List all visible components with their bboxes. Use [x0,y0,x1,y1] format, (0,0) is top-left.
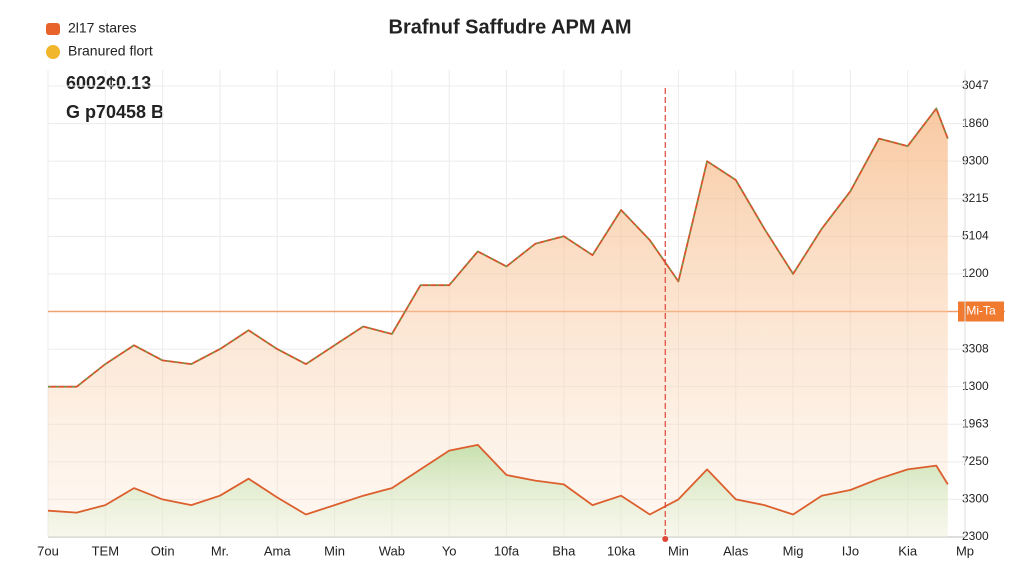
x-tick-label: Wab [379,543,405,558]
reference-marker [662,536,669,542]
x-tick-label: Kia [898,543,918,558]
x-tick-label: Ama [264,543,292,558]
area [48,444,948,537]
y-tick-label: 1200 [962,266,989,280]
x-tick-label: Mp [956,543,974,558]
annotation: G p70458 B [66,102,164,122]
x-tick-label: Min [324,543,345,558]
x-tick-label: Mr. [211,543,229,558]
x-tick-label: Yo [442,543,457,558]
x-tick-label: Bha [552,543,576,558]
x-tick-label: IJo [842,543,859,558]
legend-marker [46,23,60,35]
y-tick-label: Mi-Ta [966,304,996,318]
x-tick-label: Otin [151,543,175,558]
x-tick-label: 10fa [494,543,520,558]
x-tick-label: Alas [723,543,749,558]
y-tick-label: 3308 [962,341,989,355]
x-tick-label: TEM [92,543,119,558]
y-tick-label: 9300 [962,153,989,167]
y-tick-label: 5104 [962,229,989,243]
x-tick-label: Mig [783,543,804,558]
y-tick-label: 2300 [962,529,989,543]
x-tick-label: 10ka [607,543,636,558]
y-tick-label: 3300 [962,492,989,506]
legend-label: 2l17 stares [68,20,136,36]
tick-tag [958,301,1004,322]
x-tick-label: 7ou [37,543,59,558]
y-tick-label: 1963 [962,416,989,430]
area [48,108,948,537]
annotation: 6002¢0.13 [66,73,151,93]
y-tick-label: 1860 [962,116,989,130]
y-tick-label: 3215 [962,191,989,205]
chart-title: Brafnuf Saffudre APM AM [389,16,632,38]
legend-label: Branured flort [68,43,153,59]
line [47,444,949,516]
y-tick-label: 7250 [962,454,989,468]
legend-marker [46,45,60,59]
y-tick-label: 3047 [962,78,989,92]
y-tick-label: 1300 [962,379,989,393]
line-highlight [48,107,949,388]
x-tick-label: Min [668,543,689,558]
